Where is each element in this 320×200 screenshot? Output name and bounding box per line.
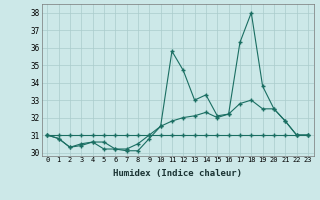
X-axis label: Humidex (Indice chaleur): Humidex (Indice chaleur) <box>113 169 242 178</box>
